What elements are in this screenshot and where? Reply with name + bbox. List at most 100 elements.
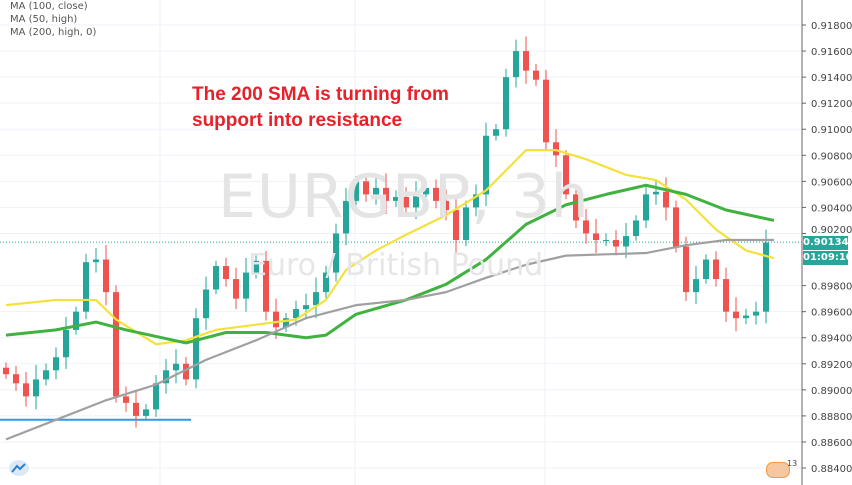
y-tick-label: 0.90600 [811,177,852,188]
candle [303,293,309,320]
ma100-line [5,183,775,345]
legend-ma200[interactable]: MA (200, high, 0) [10,27,97,38]
candle-body [463,207,469,240]
candle [73,306,79,335]
candle-body [153,383,159,410]
candle [683,236,689,302]
candle-body [563,155,569,195]
candle [233,267,239,309]
candle [123,386,129,412]
y-tick-label: 0.88400 [811,464,852,475]
candle-body [23,383,29,397]
tradingview-logo-icon[interactable] [8,459,30,477]
countdown-badge: 01:09:10 [803,251,852,266]
candle-body [763,242,769,312]
candle-body [303,305,309,310]
candle-body [483,135,489,195]
candle [693,266,699,304]
candle-body [413,194,419,208]
candle-body [693,279,699,293]
candle [543,69,549,152]
candle-body [13,374,19,384]
candle [473,184,479,217]
candle-body [403,196,409,208]
watermark-symbol: EURGBP, 3h [218,162,590,232]
candle-body [593,233,599,240]
candle [353,176,359,206]
annotation-line-2: support into resistance [192,110,403,131]
support-line-group [0,241,802,421]
candle [23,371,29,407]
candle-body [43,370,49,380]
watermark-name: Euro / British Pound [248,248,544,283]
candle [133,389,139,428]
candle [423,182,429,200]
candle [663,177,669,221]
candle-body [433,187,439,201]
candle [413,181,419,220]
candle [153,374,159,417]
candle [383,173,389,215]
candle [113,285,119,403]
candle [203,276,209,330]
candles [3,36,769,428]
candle-body [743,315,749,319]
candle-body [183,363,189,380]
candle [173,349,179,384]
candle [703,254,709,284]
candle [213,260,219,295]
price-axis[interactable]: 0.91800 0.91600 0.91400 0.91200 0.91000 0.908… [801,0,852,485]
candle-body [753,311,759,316]
candle-body [143,409,149,416]
candle-body [273,311,279,328]
candle [283,312,289,332]
candle-body [323,272,329,293]
candle [523,36,529,84]
candle [643,186,649,228]
candle [93,248,99,273]
candle-body [453,210,459,240]
candle [653,180,659,205]
y-tick-label: 0.91200 [811,99,852,110]
y-tick-label: 0.88600 [811,438,852,449]
candle [533,63,539,86]
candle-body [233,279,239,299]
candle [13,365,19,391]
candle-body [63,329,69,358]
candle-body [33,379,39,397]
y-tick-label: 0.88800 [811,412,852,423]
candle-body [533,70,539,80]
candle [723,267,729,322]
candle [763,229,769,324]
y-tick-label: 0.90200 [811,225,852,236]
candle-body [213,266,219,290]
y-tick-label: 0.89800 [811,282,852,293]
candle-body [333,233,339,273]
y-tick-label: 0.89000 [811,386,852,397]
annotation-text: The 200 SMA is turning from support into… [192,82,449,134]
candle-body [583,220,589,234]
candle [603,233,609,247]
flag-icon[interactable] [766,462,790,478]
candle [43,363,49,386]
y-tick-label: 0.89200 [811,360,852,371]
candle [403,187,409,217]
candle-body [703,259,709,280]
candle-body [53,357,59,371]
candle [553,129,559,168]
candle [483,122,489,207]
candle [243,257,249,312]
ma50-line [5,148,775,346]
candle-body [673,207,679,247]
candle-body [473,194,479,208]
candle [263,250,269,321]
candle [583,208,589,244]
legend-ma100[interactable]: MA (100, close) [10,1,88,12]
candle-body [283,318,289,328]
candle-body [713,259,719,280]
candle [613,230,619,256]
candle-body [733,311,739,319]
candle-body [573,194,579,221]
legend-ma50[interactable]: MA (50, high) [10,14,78,25]
